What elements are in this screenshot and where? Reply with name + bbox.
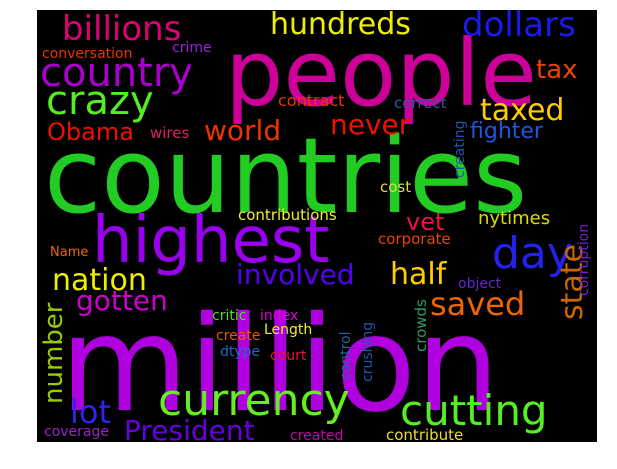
word-create: create xyxy=(216,328,260,344)
word-Obama: Obama xyxy=(47,118,134,146)
word-correct: correct xyxy=(394,94,447,112)
word-cloud-background xyxy=(37,10,597,442)
word-nation: nation xyxy=(52,263,147,298)
word-index: index xyxy=(260,308,298,324)
word-created: created xyxy=(290,428,343,444)
word-contributions: contributions xyxy=(238,206,337,224)
word-state: gotten xyxy=(76,284,168,317)
word-vet: vet xyxy=(406,208,444,236)
word-President: President xyxy=(124,414,255,447)
word-coverage: coverage xyxy=(44,424,109,440)
word-Name: Name xyxy=(50,245,88,260)
word-dtype: dtype xyxy=(220,344,260,360)
word-cutting: cutting xyxy=(400,386,548,435)
word-million: million xyxy=(60,288,500,442)
word-lot: lot xyxy=(70,393,111,431)
word-nytimes: nytimes xyxy=(478,208,550,229)
word-never: never xyxy=(330,108,411,141)
word-crowds: crowds xyxy=(412,299,430,352)
word-court: court xyxy=(270,348,307,364)
word-dollars: dollars xyxy=(462,5,576,45)
word-country: country xyxy=(40,50,193,96)
word-highest: highest xyxy=(92,204,329,278)
word-saved: saved xyxy=(430,285,525,323)
word-contribute: contribute xyxy=(386,426,463,444)
word-contract: contract xyxy=(278,91,344,110)
word-fighter: fighter xyxy=(470,119,544,144)
word-critic: critic xyxy=(212,308,246,324)
word-people: people xyxy=(225,20,537,127)
word-tax: tax xyxy=(536,55,578,85)
word-hundreds: hundreds xyxy=(270,7,411,42)
word-world: world xyxy=(204,114,281,147)
word-Length: Length xyxy=(264,322,312,338)
word-countries: countries xyxy=(44,115,527,237)
word-object: object xyxy=(458,276,502,292)
word-gotten: state xyxy=(555,244,590,320)
word-day: day xyxy=(492,228,573,279)
word-wires: wires xyxy=(150,124,190,142)
word-creating: creating xyxy=(452,121,468,178)
word-crime: crime xyxy=(172,40,212,56)
word-crushing: crushing xyxy=(360,322,376,382)
word-involved: involved xyxy=(236,258,355,291)
word-corruption: corruption xyxy=(576,224,592,296)
word-control: control xyxy=(338,331,354,380)
word-currency: currency xyxy=(158,375,350,426)
word-taxed: taxed xyxy=(480,93,564,128)
word-billions: billions xyxy=(62,9,181,49)
word-number: number xyxy=(39,302,69,404)
word-corporate: corporate xyxy=(378,230,451,248)
word-half: half xyxy=(390,257,448,292)
word-crazy: crazy xyxy=(46,78,154,124)
word-cost: cost xyxy=(380,178,411,196)
word-conversation: conversation xyxy=(42,46,132,62)
